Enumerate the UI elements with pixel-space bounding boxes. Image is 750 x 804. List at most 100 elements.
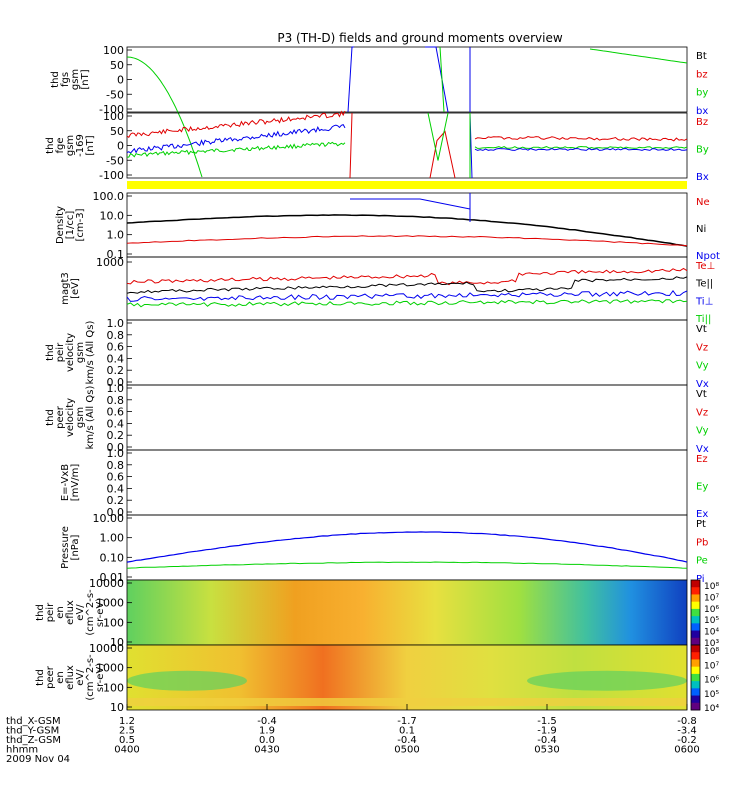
trace-ti-par	[126, 299, 688, 308]
y-axis-label-line: km/s (All Qs)	[85, 321, 96, 385]
y-axis-label-line: fge	[55, 137, 66, 153]
panel-frame	[126, 514, 688, 581]
x-axis-row-name: thd_Z-GSM	[6, 735, 61, 746]
colorbar-segment	[691, 645, 700, 653]
colorbar-tick-label: 10⁵	[704, 690, 719, 700]
y-tick-label: 1.0	[107, 317, 125, 330]
y-axis-label-line: (cm^2-s-	[85, 654, 96, 701]
y-tick-label: -50	[106, 154, 124, 167]
y-tick-label: 0.6	[107, 341, 125, 354]
panel-peer_vel: 1.00.80.60.40.20.0 thd peer velocity gsm km/s…	[45, 382, 709, 455]
panel-peir_vel: 1.00.80.60.40.20.0 thd peir velocity gsm km/s…	[45, 317, 709, 390]
y-axis-label-line: en	[55, 606, 66, 619]
y-tick-label: 0.0	[107, 376, 125, 389]
legend-label: bx	[696, 106, 708, 117]
legend-label: by	[696, 88, 708, 99]
colorbar-segment	[691, 702, 700, 711]
y-axis-label-line: sr-eV)	[95, 598, 106, 627]
colorbar-segment	[691, 695, 700, 704]
x-axis-value: -1.9	[537, 726, 557, 737]
legend-label: Te||	[695, 279, 713, 290]
trace-te-perp	[126, 267, 688, 286]
y-axis-label-line: peer	[55, 405, 66, 429]
legend-label: Vz	[696, 407, 708, 418]
legend-label: Vy	[696, 361, 709, 372]
y-axis-label-line: eV/	[75, 669, 86, 686]
y-tick-label: 0.4	[107, 482, 125, 495]
colorbar: 10⁸ 10⁷ 10⁶ 10⁵ 10⁴	[690, 644, 719, 714]
y-axis-label-line: [nT]	[85, 135, 96, 155]
y-axis-label-line: peir	[55, 342, 66, 362]
y-axis-label-line: velocity	[65, 333, 76, 372]
panel-efield: 1.00.80.60.40.20.0 E=-VxB [mV/m] Ez Ey Ex	[60, 447, 708, 520]
y-tick-label: 0.8	[107, 329, 125, 342]
y-tick-label: 10.0	[100, 209, 125, 222]
y-tick-label: 10	[110, 701, 124, 714]
y-tick-label: 0.2	[107, 429, 125, 442]
y-tick-label: 100	[103, 616, 124, 629]
trace-bx	[347, 46, 354, 113]
colorbar-segment	[691, 580, 700, 588]
y-tick-label: 0	[117, 140, 124, 153]
x-axis-value: 2.5	[119, 726, 135, 737]
y-axis-label: E=-VxB [mV/m]	[60, 464, 81, 502]
y-axis-label-line: eflux	[65, 665, 76, 690]
y-tick-label: 1.0	[107, 229, 125, 242]
legend-label: Pb	[696, 537, 708, 548]
legend-label: bz	[696, 69, 708, 80]
x-axis-table: thd_X-GSM 1.2 -0.4 -1.7 -1.5 -0.8 thd_Y-GSM 2.5…	[6, 704, 700, 765]
y-axis-label-line: [nT]	[80, 69, 91, 89]
legend-label: Ti⊥	[695, 296, 713, 307]
colorbar-segment	[691, 673, 700, 682]
colorbar-tick-label: 10⁸	[704, 582, 719, 592]
legend-label: Vt	[696, 389, 707, 400]
colorbar-segment	[691, 681, 700, 689]
y-tick-label: 100.0	[93, 190, 125, 203]
legend-label: Pt	[696, 519, 706, 530]
trace-bx	[425, 46, 449, 113]
colorbar-tick-label: 10³	[704, 639, 719, 649]
y-axis-label: thd fgs gsm [nT]	[50, 69, 91, 90]
y-axis-label-line: en	[55, 671, 66, 684]
y-tick-label: 0.6	[107, 471, 125, 484]
colorbar-tick-label: 10⁶	[704, 676, 719, 686]
x-axis-value: 0430	[254, 745, 279, 756]
y-axis-label-line: (cm^2-s-	[85, 589, 96, 636]
y-tick-label: 1.00	[100, 532, 125, 545]
legend-label: Ey	[696, 482, 708, 493]
colorbar-segment	[691, 630, 700, 639]
colorbar-tick-label: 10⁴	[704, 628, 719, 638]
y-axis-label: magt3 [eV]	[60, 272, 81, 305]
x-axis-value: 0400	[114, 745, 139, 756]
y-tick-label: 1000	[96, 662, 124, 675]
trace-bz	[474, 135, 688, 142]
x-axis-value: 0500	[394, 745, 419, 756]
y-axis-label: Pressure [nPa]	[60, 526, 81, 569]
y-axis-label-line: -169	[75, 134, 86, 157]
y-axis-label: thd peir en eflux eV/(cm^2-s-sr-eV)	[35, 589, 106, 636]
y-tick-label: 10	[110, 636, 124, 649]
panel-frame	[126, 384, 688, 451]
trace-ne	[126, 235, 688, 247]
x-axis-value: -0.4	[537, 735, 557, 746]
y-axis-label-line: gsm	[65, 135, 76, 156]
spectrogram-image	[127, 580, 687, 645]
colorbar-segment	[691, 608, 700, 617]
panel-temp: 1000 magt3 [eV] Te⊥ Te|| Ti⊥ Ti||	[60, 256, 715, 325]
x-axis-value: 0.0	[259, 735, 275, 746]
y-axis-label-line: eflux	[65, 600, 76, 625]
y-tick-label: 0.8	[107, 459, 125, 472]
colorbar-tick-label: 10⁶	[704, 605, 719, 615]
legend-label: Vx	[696, 444, 709, 455]
x-axis-row-name: thd_X-GSM	[6, 716, 61, 727]
y-axis-label-line: magt3	[60, 272, 71, 305]
panel-density: 100.0 10.0 1.0 0.1 Density [1/cc] [cm-3] Ne Ni Np…	[55, 190, 720, 262]
y-tick-label: -50	[106, 88, 124, 101]
panel-frame	[126, 449, 688, 516]
x-axis-value: -0.8	[677, 716, 697, 727]
trace-by	[126, 56, 203, 178]
y-axis-label-line: thd	[45, 137, 56, 154]
colorbar-segment	[691, 587, 700, 595]
